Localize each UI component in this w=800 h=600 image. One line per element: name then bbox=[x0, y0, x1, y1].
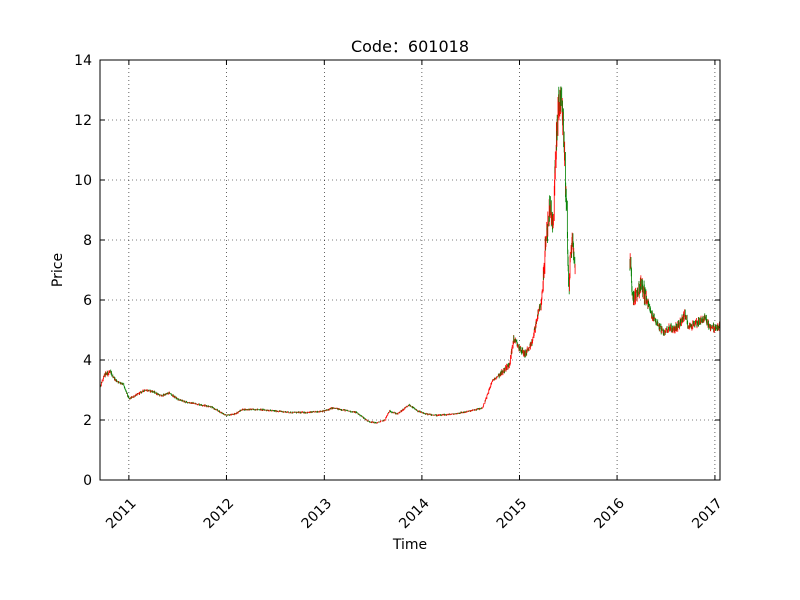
y-tick-label: 14 bbox=[74, 53, 92, 69]
x-axis-label: Time bbox=[392, 537, 427, 553]
plot-frame bbox=[99, 59, 721, 481]
candles bbox=[99, 86, 721, 424]
y-tick-label: 6 bbox=[83, 293, 92, 309]
chart-title: Code：601018 bbox=[351, 37, 469, 56]
y-tick-label: 10 bbox=[74, 173, 92, 189]
y-axis: 0 2 4 6 8 10 12 14 bbox=[74, 53, 720, 489]
y-tick-label: 2 bbox=[83, 413, 92, 429]
y-axis-label: Price bbox=[50, 253, 66, 287]
y-tick-label: 0 bbox=[83, 473, 92, 489]
y-tick-label: 4 bbox=[83, 353, 92, 369]
y-tick-label: 12 bbox=[74, 113, 92, 129]
y-tick-label: 8 bbox=[83, 233, 92, 249]
